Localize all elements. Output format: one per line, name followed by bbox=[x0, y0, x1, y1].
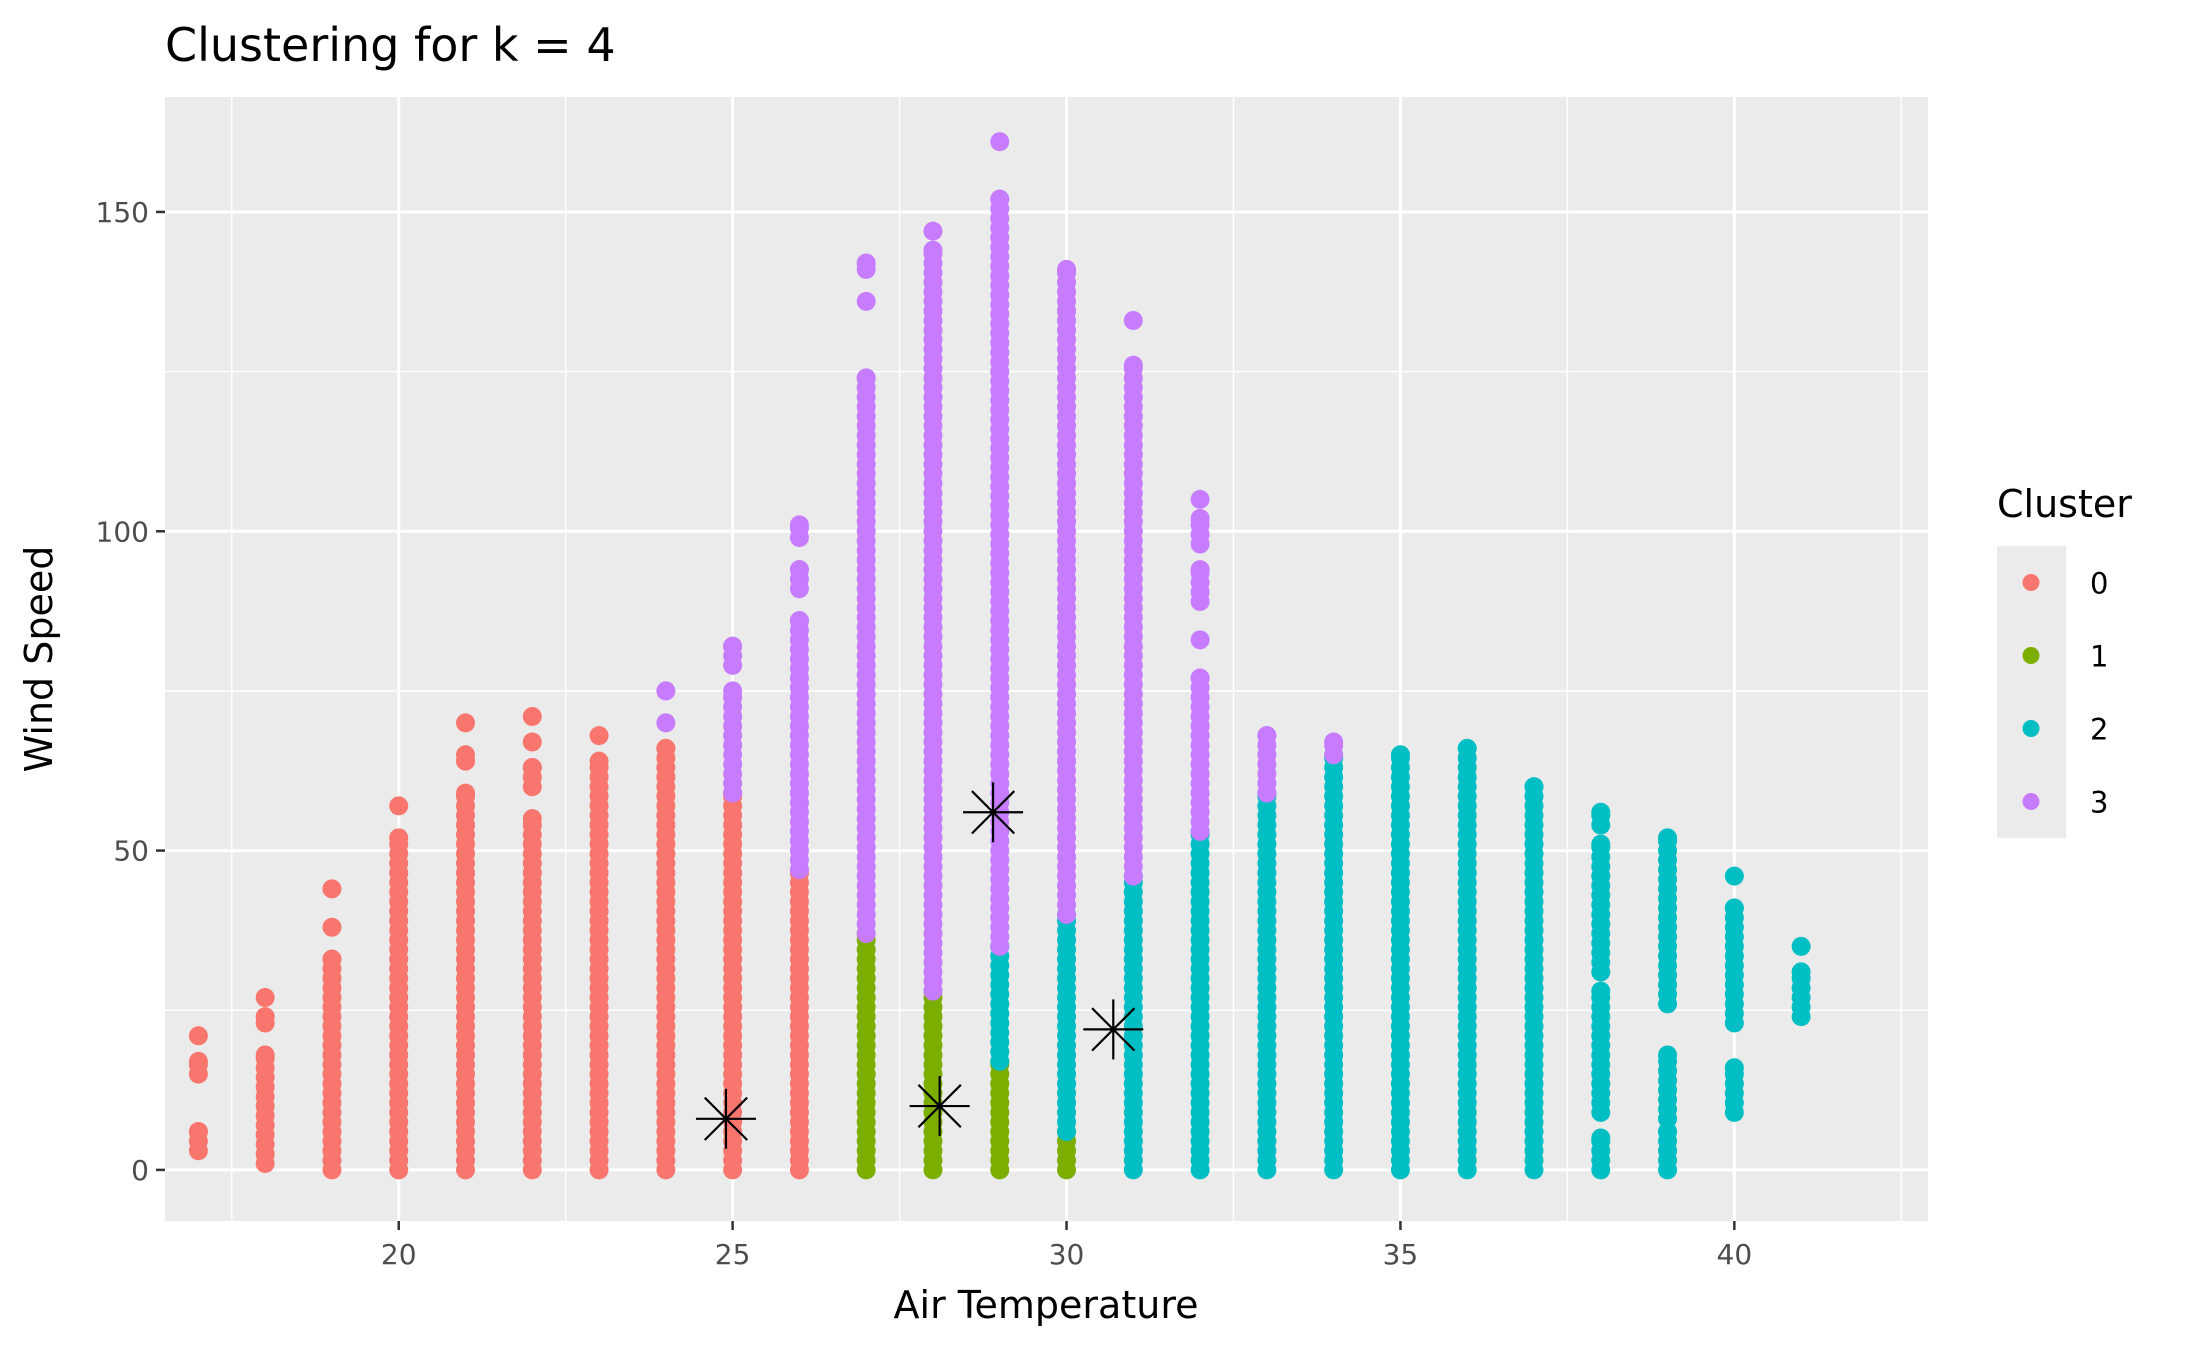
data-point bbox=[723, 636, 743, 656]
data-point bbox=[188, 1026, 208, 1046]
data-point bbox=[1724, 898, 1744, 918]
data-point bbox=[1190, 630, 1210, 650]
y-axis: 0 50 100 150 bbox=[96, 196, 165, 1187]
legend-key-background bbox=[1997, 546, 2066, 838]
data-point bbox=[1190, 560, 1210, 580]
data-point bbox=[789, 611, 809, 631]
data-point bbox=[456, 783, 476, 803]
legend-key-2 bbox=[2022, 720, 2040, 737]
data-point bbox=[923, 240, 943, 260]
x-tick-label: 20 bbox=[381, 1238, 417, 1271]
data-point bbox=[322, 949, 342, 969]
data-point bbox=[322, 917, 342, 937]
legend: Cluster 0 1 2 3 bbox=[1997, 482, 2132, 838]
data-point bbox=[389, 796, 409, 816]
data-point bbox=[1524, 777, 1544, 797]
legend-key-1 bbox=[2022, 647, 2040, 664]
data-point bbox=[188, 1122, 208, 1142]
series-cluster-0 bbox=[188, 706, 809, 1180]
legend-key-0 bbox=[2022, 574, 2040, 591]
data-point bbox=[1123, 355, 1143, 375]
data-point bbox=[522, 758, 542, 778]
data-point bbox=[389, 828, 409, 848]
y-tick-label: 50 bbox=[113, 835, 149, 868]
data-point bbox=[1591, 834, 1611, 854]
grid-minor bbox=[165, 97, 1928, 1221]
data-point bbox=[656, 738, 676, 758]
legend-label-1: 1 bbox=[2090, 640, 2108, 674]
centroid-marker bbox=[963, 782, 1024, 843]
data-point bbox=[255, 1007, 275, 1027]
data-point bbox=[656, 713, 676, 733]
data-point bbox=[656, 681, 676, 701]
data-point bbox=[322, 879, 342, 899]
centroid-markers bbox=[695, 782, 1144, 1149]
data-point bbox=[1591, 1128, 1611, 1148]
data-point bbox=[456, 713, 476, 733]
x-axis: 20 25 30 35 40 bbox=[381, 1221, 1752, 1271]
legend-label-3: 3 bbox=[2090, 786, 2108, 820]
data-point bbox=[1724, 1058, 1744, 1078]
data-point bbox=[456, 745, 476, 765]
data-point bbox=[1190, 509, 1210, 528]
data-point bbox=[1791, 936, 1811, 956]
legend-label-2: 2 bbox=[2090, 713, 2108, 747]
y-tick-label: 150 bbox=[96, 196, 149, 229]
x-tick-label: 40 bbox=[1717, 1238, 1753, 1271]
centroid-marker bbox=[909, 1076, 970, 1137]
data-point bbox=[522, 809, 542, 829]
data-point bbox=[1724, 866, 1744, 886]
data-point bbox=[589, 751, 609, 771]
y-axis-title: Wind Speed bbox=[17, 546, 61, 773]
data-point bbox=[990, 189, 1010, 209]
data-point bbox=[1791, 962, 1811, 982]
data-point bbox=[923, 221, 943, 241]
series-cluster-2 bbox=[990, 738, 1811, 1180]
data-point bbox=[1591, 981, 1611, 1001]
data-point bbox=[522, 732, 542, 752]
data-point bbox=[1658, 1045, 1678, 1065]
data-point bbox=[255, 987, 275, 1007]
data-point bbox=[188, 1051, 208, 1071]
x-axis-title: Air Temperature bbox=[894, 1283, 1199, 1327]
x-tick-label: 30 bbox=[1049, 1238, 1085, 1271]
centroid-marker bbox=[1083, 999, 1144, 1060]
data-point bbox=[1324, 732, 1344, 752]
data-points bbox=[188, 132, 1811, 1180]
x-tick-label: 25 bbox=[715, 1238, 751, 1271]
data-point bbox=[1390, 745, 1410, 765]
y-tick-label: 0 bbox=[131, 1154, 149, 1187]
data-point bbox=[589, 726, 609, 746]
data-point bbox=[1591, 802, 1611, 822]
legend-key-3 bbox=[2022, 793, 2040, 810]
centroid-marker bbox=[695, 1088, 756, 1149]
data-point bbox=[522, 706, 542, 726]
data-point bbox=[789, 560, 809, 580]
legend-label-0: 0 bbox=[2090, 567, 2108, 601]
data-point bbox=[856, 368, 876, 388]
data-point bbox=[1658, 828, 1678, 848]
y-tick-label: 100 bbox=[96, 515, 149, 548]
legend-title: Cluster bbox=[1997, 482, 2132, 526]
data-point bbox=[1190, 489, 1210, 509]
data-point bbox=[255, 1045, 275, 1065]
data-point bbox=[856, 253, 876, 273]
data-point bbox=[789, 515, 809, 535]
data-point bbox=[856, 291, 876, 311]
data-point bbox=[990, 132, 1010, 152]
chart-title: Clustering for k = 4 bbox=[165, 18, 616, 72]
data-point bbox=[1057, 259, 1077, 279]
x-tick-label: 35 bbox=[1383, 1238, 1419, 1271]
data-point bbox=[1457, 738, 1477, 758]
data-point bbox=[1123, 311, 1143, 331]
data-point bbox=[1190, 668, 1210, 688]
series-cluster-3 bbox=[656, 132, 1344, 1001]
data-point bbox=[723, 681, 743, 701]
data-point bbox=[1257, 726, 1277, 746]
